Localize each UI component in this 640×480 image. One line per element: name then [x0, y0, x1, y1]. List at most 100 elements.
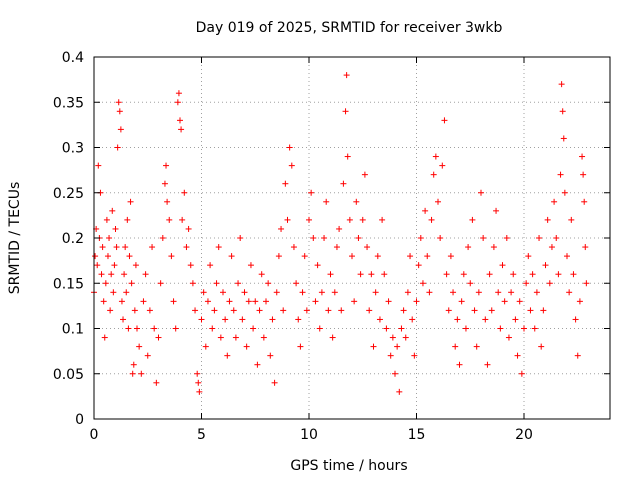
data-point	[544, 216, 551, 223]
data-point	[159, 235, 166, 241]
data-point	[211, 307, 218, 314]
data-point	[467, 280, 474, 287]
data-point	[351, 298, 358, 305]
data-point	[102, 280, 109, 287]
data-point	[198, 316, 205, 323]
data-point	[536, 235, 543, 241]
y-tick-label: 0.4	[62, 50, 84, 66]
data-point	[94, 262, 101, 269]
data-point	[183, 244, 190, 251]
data-point	[454, 316, 461, 323]
data-point	[480, 235, 487, 241]
data-point	[196, 388, 203, 395]
data-point	[338, 307, 345, 314]
data-point	[224, 352, 231, 359]
y-tick-label: 0.25	[53, 186, 84, 202]
data-point	[306, 216, 312, 223]
data-point	[288, 162, 295, 169]
data-point	[462, 325, 469, 332]
data-point	[452, 343, 459, 350]
data-point	[153, 379, 160, 386]
x-tick-label: 15	[408, 427, 426, 443]
data-point	[583, 280, 590, 287]
data-point	[179, 216, 186, 223]
data-point	[559, 108, 566, 115]
data-point	[435, 198, 441, 205]
data-point	[415, 262, 422, 269]
data-point	[172, 325, 179, 332]
data-point	[471, 307, 478, 314]
data-point	[538, 343, 545, 350]
data-point	[542, 262, 549, 269]
data-point	[177, 117, 183, 124]
data-point	[209, 325, 216, 332]
data-point	[254, 361, 261, 368]
data-point	[265, 280, 272, 287]
data-point	[411, 352, 418, 359]
data-point	[368, 271, 375, 278]
data-point	[189, 280, 196, 287]
data-point	[505, 334, 512, 341]
data-point	[321, 235, 328, 241]
data-point	[389, 334, 396, 341]
data-point	[357, 271, 364, 278]
data-point	[316, 325, 323, 332]
data-point	[355, 235, 362, 241]
data-point	[226, 298, 233, 305]
data-point	[92, 253, 99, 260]
data-point	[548, 244, 555, 251]
data-point	[164, 198, 171, 205]
data-point	[557, 171, 564, 178]
x-tick-label: 5	[197, 427, 206, 443]
data-point	[195, 379, 202, 386]
data-point	[163, 162, 170, 169]
data-point	[155, 334, 162, 341]
data-point	[282, 180, 289, 187]
data-point	[460, 271, 467, 278]
data-point	[295, 316, 302, 323]
data-point	[202, 343, 209, 350]
data-point	[430, 171, 437, 178]
data-point	[456, 361, 463, 368]
data-point	[370, 343, 377, 350]
data-point	[422, 207, 429, 214]
data-point	[109, 207, 116, 214]
data-point	[124, 216, 131, 223]
data-point	[441, 117, 448, 124]
data-point	[381, 271, 388, 278]
data-point	[396, 388, 403, 395]
data-point	[107, 307, 114, 314]
data-point	[144, 352, 151, 359]
y-axis-label: SRMTID / TECUs	[7, 182, 23, 295]
data-point	[376, 316, 383, 323]
y-tick-label: 0.15	[53, 276, 84, 292]
data-point	[529, 271, 536, 278]
data-point	[568, 216, 575, 223]
data-point	[112, 225, 119, 232]
data-point	[439, 162, 446, 169]
data-point	[95, 162, 102, 169]
data-point	[482, 316, 489, 323]
data-point	[527, 307, 534, 314]
data-point	[366, 307, 373, 314]
data-point	[106, 235, 113, 241]
data-point	[394, 343, 401, 350]
data-point	[122, 244, 129, 251]
data-point	[488, 307, 495, 314]
data-point	[372, 289, 379, 296]
data-point	[572, 316, 579, 323]
data-point	[275, 253, 282, 260]
y-tick-label: 0	[75, 412, 84, 428]
data-point	[497, 325, 504, 332]
data-point	[185, 225, 192, 232]
y-tick-label: 0.35	[53, 95, 84, 111]
data-point	[331, 289, 338, 296]
data-point	[110, 289, 117, 296]
data-point	[220, 289, 226, 296]
data-point	[260, 334, 267, 341]
x-tick-label: 10	[300, 427, 318, 443]
x-axis-ticks: 0 5 10 15 20	[90, 57, 533, 443]
data-point	[361, 171, 368, 178]
data-point	[192, 307, 199, 314]
